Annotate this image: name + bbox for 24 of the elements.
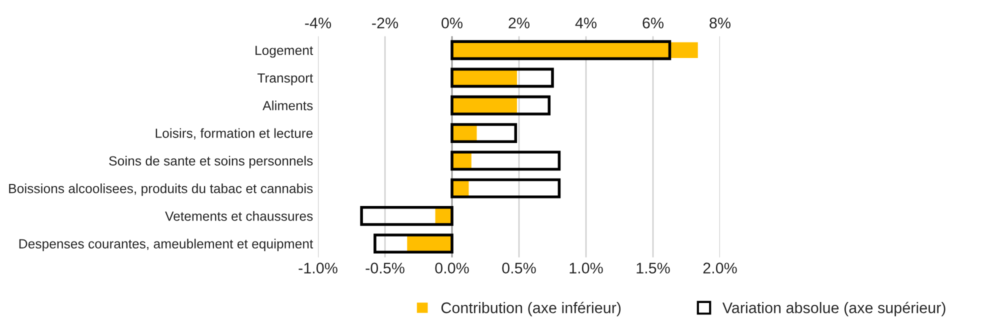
x2-tick-label: 4% [575, 18, 596, 28]
x-tick-label: 1.5% [636, 262, 670, 274]
x-tick-label: 2.0% [703, 262, 737, 274]
x2-tick-label: 0% [442, 18, 462, 28]
legend-label: Contribution (axe inférieur) [441, 302, 621, 316]
x2-tick-label: 2% [508, 18, 530, 28]
x-tick-label: -0.5% [366, 262, 404, 274]
y-tick-label: Loisirs, formation et lecture [156, 128, 313, 140]
y-tick-label: Transport [257, 73, 314, 86]
legend-label: Variation absolue (axe supérieur) [722, 302, 946, 316]
x-tick-label: -1.0% [298, 262, 338, 274]
x2-tick-label: -2% [372, 18, 398, 28]
x-tick-label: 0.0% [435, 262, 469, 274]
x-tick-label: 0.5% [502, 262, 536, 274]
y-tick-label: Logement [256, 46, 314, 58]
y-tick-label: Boissions alcoolisees, produits du tabac et cannabis [9, 184, 313, 196]
y-tick-label: Despenses courantes, ameublement et equipment [19, 238, 314, 252]
x2-tick-label: -4% [305, 18, 332, 28]
x2-tick-label: 8% [710, 18, 730, 28]
x-tick-label: 1.0% [570, 262, 603, 274]
y-tick-label: Aliments [262, 100, 313, 110]
x2-tick-label: 6% [642, 18, 664, 28]
y-tick-label: Vetements et chaussures [165, 211, 313, 221]
y-tick-label: Soins de sante et soins personnels [109, 156, 313, 168]
